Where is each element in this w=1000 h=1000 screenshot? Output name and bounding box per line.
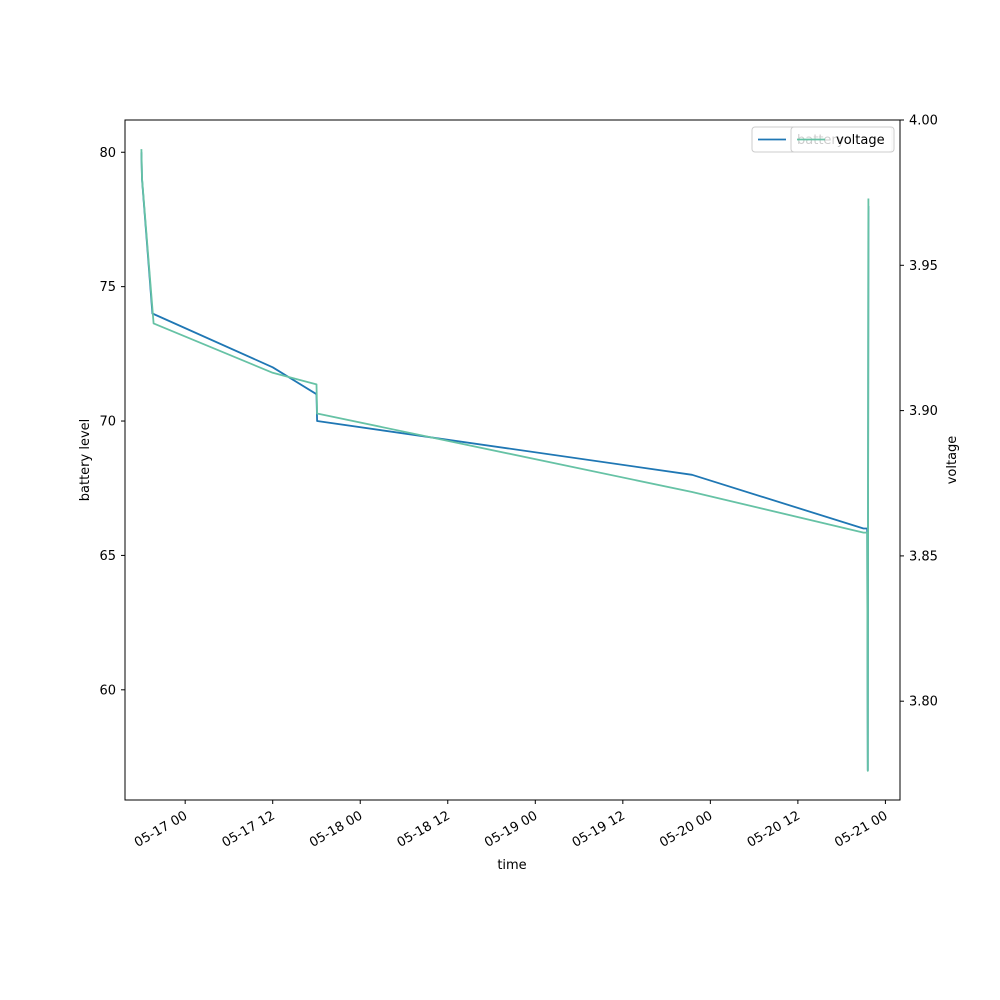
- battery-line: [140, 152, 870, 772]
- right-y-tick-label: 3.90: [909, 404, 938, 419]
- x-tick-label: 05-20 00: [657, 808, 715, 850]
- right-y-tick-label: 3.80: [909, 695, 938, 710]
- left-y-tick-label: 60: [99, 683, 116, 698]
- x-axis-label: time: [497, 858, 526, 873]
- left-y-tick-label: 70: [99, 415, 116, 430]
- right-y-tick-label: 3.95: [909, 259, 938, 274]
- left-y-axis-label: battery level: [78, 419, 93, 502]
- legend-voltage-box: [790, 126, 895, 153]
- x-tick-label: 05-17 12: [220, 808, 278, 850]
- x-tick-label: 05-18 00: [307, 808, 365, 850]
- x-tick-label: 05-21 00: [832, 808, 890, 850]
- x-tick-label: 05-18 12: [395, 808, 453, 850]
- x-axis-ticks: 05-17 00 05-17 12 05-18 00 05-18 12 05-19 00…: [132, 800, 890, 851]
- plot-frame: [124, 119, 901, 801]
- right-y-axis-ticks: 3.80 3.85 3.90 3.95 4.00: [900, 114, 938, 710]
- legend-voltage-label: voltage: [836, 133, 885, 148]
- series-lines: [140, 149, 870, 772]
- right-y-tick-label: 3.85: [909, 549, 938, 564]
- left-y-tick-label: 65: [99, 549, 116, 564]
- left-y-tick-label: 75: [99, 280, 116, 295]
- legend-voltage: voltage: [790, 126, 895, 153]
- x-tick-label: 05-19 12: [570, 808, 628, 850]
- left-y-tick-label: 80: [99, 146, 116, 161]
- x-tick-label: 05-19 00: [482, 808, 540, 850]
- right-y-tick-label: 4.00: [909, 114, 938, 129]
- right-y-axis-label: voltage: [945, 436, 960, 485]
- voltage-line: [140, 149, 870, 772]
- left-y-axis-ticks: 60 65 70 75 80: [99, 146, 125, 698]
- x-tick-label: 05-17 00: [132, 808, 190, 850]
- x-tick-label: 05-20 12: [745, 808, 803, 850]
